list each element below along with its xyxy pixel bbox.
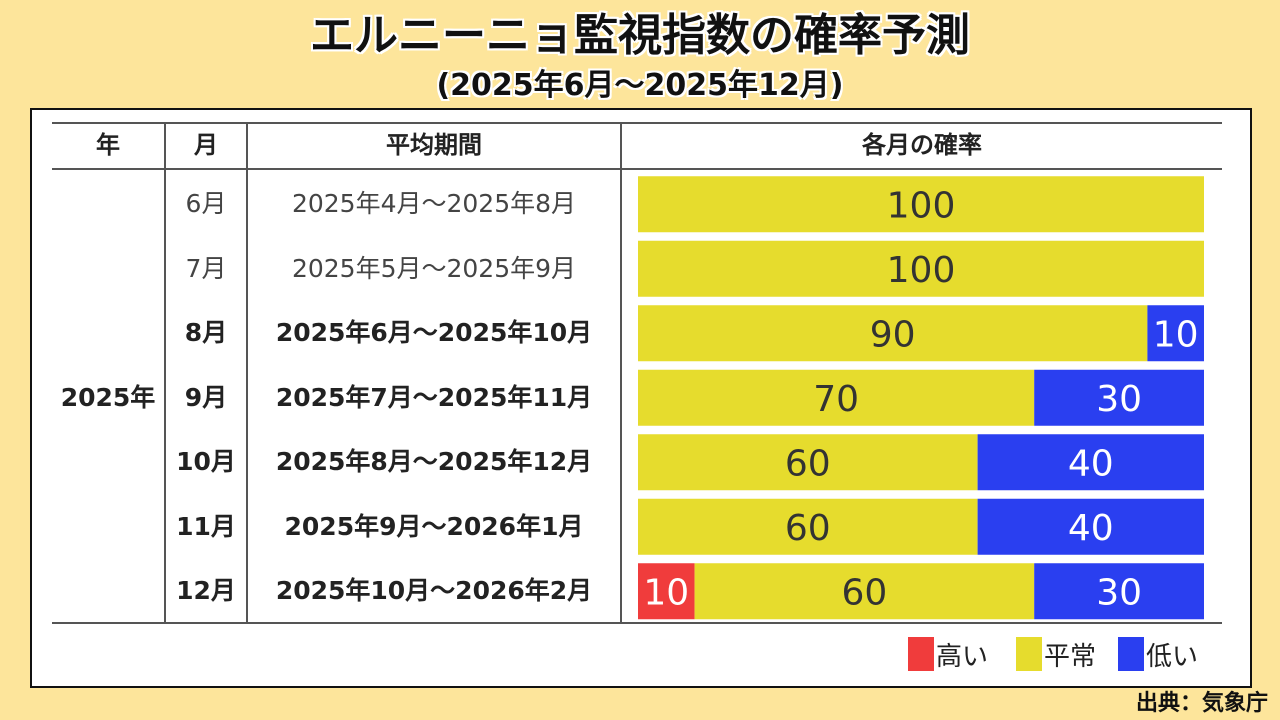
bar-segment-low (1034, 369, 1204, 426)
legend-swatch-low (1118, 637, 1144, 671)
month-cell: 8月 (184, 318, 228, 348)
bar-segment-low (977, 498, 1204, 555)
bar-segment-normal (638, 176, 1204, 233)
month-cell: 11月 (176, 511, 236, 541)
source-credit: 出典：気象庁 (1135, 691, 1268, 716)
header-year: 年 (96, 131, 120, 159)
legend-item-normal: 平常 (1016, 636, 1096, 672)
year-label: 2025年 (60, 383, 156, 412)
bar-value-label: 60 (841, 572, 887, 613)
bar-segment-normal (638, 369, 1035, 426)
legend-swatch-normal (1016, 637, 1042, 671)
month-cell: 9月 (184, 382, 228, 412)
bar-segment-low (1034, 563, 1204, 620)
bar-value-label: 60 (785, 443, 831, 484)
bar-segment-normal (638, 498, 978, 555)
bar-value-label: 100 (887, 185, 956, 226)
legend-label-low: 低い (1146, 641, 1199, 672)
bar-value-label: 30 (1096, 572, 1142, 613)
period-cell: 2025年10月～2026年2月 (275, 576, 593, 606)
period-cell: 2025年8月～2025年12月 (275, 447, 593, 477)
bar-value-label: 100 (887, 250, 956, 291)
period-cell: 2025年6月～2025年10月 (275, 318, 593, 348)
header-month: 月 (194, 131, 218, 159)
chart-title: エルニーニョ監視指数の確率予測 (310, 10, 970, 61)
bar-segment-high (638, 563, 695, 620)
month-cell: 7月 (185, 253, 227, 283)
bar-value-label: 30 (1096, 379, 1142, 420)
period-cell: 2025年4月～2025年8月 (291, 189, 577, 219)
month-cell: 10月 (176, 447, 236, 477)
month-cell: 12月 (176, 576, 236, 606)
bar-segment-normal (694, 563, 1035, 620)
probability-bars: 100 100 90 10 70 30 60 40 60 40 10 60 30 (638, 176, 1204, 620)
bar-segment-low (1147, 305, 1204, 362)
legend: 高い 平常 低い (32, 636, 1254, 676)
legend-label-normal: 平常 (1044, 641, 1097, 672)
bar-value-label: 10 (643, 572, 689, 613)
bar-value-label: 40 (1068, 443, 1114, 484)
bar-segment-normal (638, 305, 1148, 362)
bar-value-label: 90 (870, 314, 916, 355)
legend-swatch-high (908, 637, 934, 671)
bar-value-label: 40 (1068, 508, 1114, 549)
header-probability: 各月の確率 (862, 131, 982, 159)
bar-segment-normal (638, 240, 1204, 297)
bar-value-label: 60 (785, 508, 831, 549)
legend-item-high: 高い (908, 636, 988, 672)
bar-value-label: 70 (813, 379, 859, 420)
chart-subtitle: (2025年6月～2025年12月) (436, 68, 844, 103)
bar-value-label: 10 (1153, 314, 1199, 355)
period-cell: 2025年9月～2026年1月 (284, 511, 584, 541)
table-panel: 年 月 平均期間 各月の確率 2025年 6月 2025年4月～2025年8月 7月… (30, 108, 1252, 688)
period-cell: 2025年5月～2025年9月 (291, 253, 577, 283)
legend-item-low: 低い (1118, 636, 1198, 672)
bar-segment-low (977, 434, 1204, 491)
bar-segment-normal (638, 434, 978, 491)
period-cell: 2025年7月～2025年11月 (275, 382, 593, 412)
header-period: 平均期間 (386, 131, 482, 159)
legend-label-high: 高い (936, 641, 989, 672)
month-cell: 6月 (185, 189, 227, 219)
